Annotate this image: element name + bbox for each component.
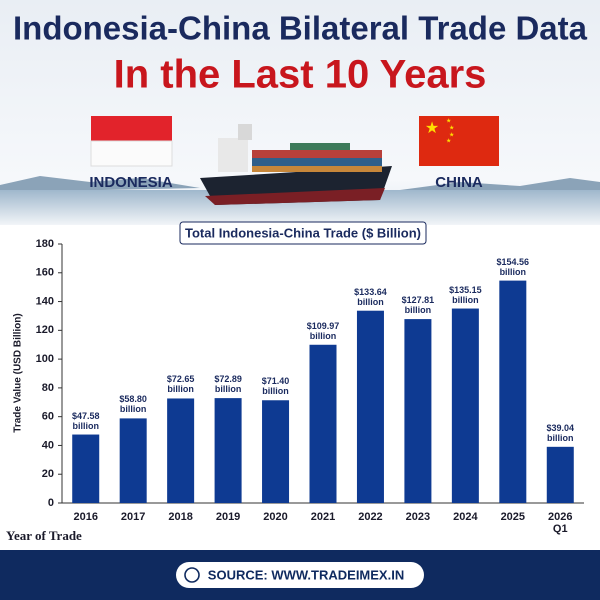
y-tick-label: 60: [42, 411, 54, 423]
value-label: $72.89 billion: [214, 374, 242, 395]
x-axis-label: Year of Trade: [6, 528, 82, 543]
country-label: CHINA: [435, 174, 483, 191]
hills: [0, 176, 200, 192]
page-subtitle: In the Last 10 Years: [114, 53, 487, 97]
bar: [356, 310, 384, 503]
svg-text:★: ★: [446, 138, 451, 145]
svg-text:★: ★: [449, 132, 454, 139]
value-label: $47.58 billion: [71, 410, 100, 431]
y-tick-label: 160: [36, 267, 54, 279]
value-label: $109.97 billion: [306, 320, 340, 341]
x-tick-label: 2022: [358, 511, 383, 523]
x-tick-label: 2019: [215, 511, 241, 523]
y-tick-label: 100: [36, 353, 54, 365]
page-title: Indonesia-China Bilateral Trade Data: [13, 10, 588, 47]
bar: [309, 344, 337, 503]
hills: [400, 178, 600, 192]
bar: [119, 418, 147, 503]
x-tick-label: 2020: [263, 511, 288, 523]
x-tick-label: 2023: [405, 511, 431, 523]
x-tick-label: 2025: [500, 511, 526, 523]
bar: [499, 280, 527, 503]
source: SOURCE: WWW.TRADEIMEX.IN: [208, 567, 404, 582]
value-label: $39.04 billion: [546, 422, 575, 443]
value-label: $154.56 billion: [496, 256, 530, 277]
y-tick-label: 80: [42, 382, 54, 394]
bar: [214, 398, 242, 503]
indonesia-flag: [90, 116, 173, 167]
x-tick-label: 2016: [73, 511, 98, 523]
bar: [167, 398, 195, 503]
chart-title-box: [179, 221, 427, 245]
svg-text:★: ★: [446, 118, 451, 125]
bar: [451, 308, 479, 503]
x-tick-label: 2017: [120, 511, 146, 523]
value-label: $135.15 billion: [449, 284, 482, 305]
bar: [404, 319, 432, 503]
source-pill: [176, 562, 424, 588]
value-label: $127.81 billion: [401, 295, 435, 316]
y-tick-label: 180: [36, 238, 54, 250]
value-label: $133.64 billion: [354, 286, 387, 307]
chart-title: Total Indonesia-China Trade ($ Billion): [185, 225, 421, 240]
y-tick-label: 20: [42, 468, 54, 480]
y-tick-label: 140: [36, 295, 54, 307]
globe-icon: [184, 567, 200, 583]
y-tick-label: 40: [42, 439, 54, 451]
bar: [546, 446, 574, 503]
y-tick-label: 0: [48, 497, 54, 509]
ship: [200, 124, 392, 205]
country-label: INDONESIA: [89, 174, 173, 191]
bar: [262, 400, 290, 503]
value-label: $58.80 billion: [119, 394, 147, 415]
y-axis-label: Trade Value (USD Billion): [13, 313, 24, 432]
svg-text:★: ★: [425, 120, 439, 137]
svg-text:★: ★: [449, 125, 454, 132]
value-label: $72.65 billion: [166, 374, 195, 395]
bar: [72, 434, 100, 503]
value-label: $71.40 billion: [261, 376, 290, 397]
china-flag: ★ ★ ★ ★ ★: [419, 116, 499, 166]
x-tick-label: 2021: [310, 511, 336, 523]
x-tick-label: 2026 Q1: [548, 511, 573, 535]
x-tick-label: 2024: [453, 511, 478, 523]
y-tick-label: 120: [36, 324, 54, 336]
x-tick-label: 2018: [168, 511, 193, 523]
